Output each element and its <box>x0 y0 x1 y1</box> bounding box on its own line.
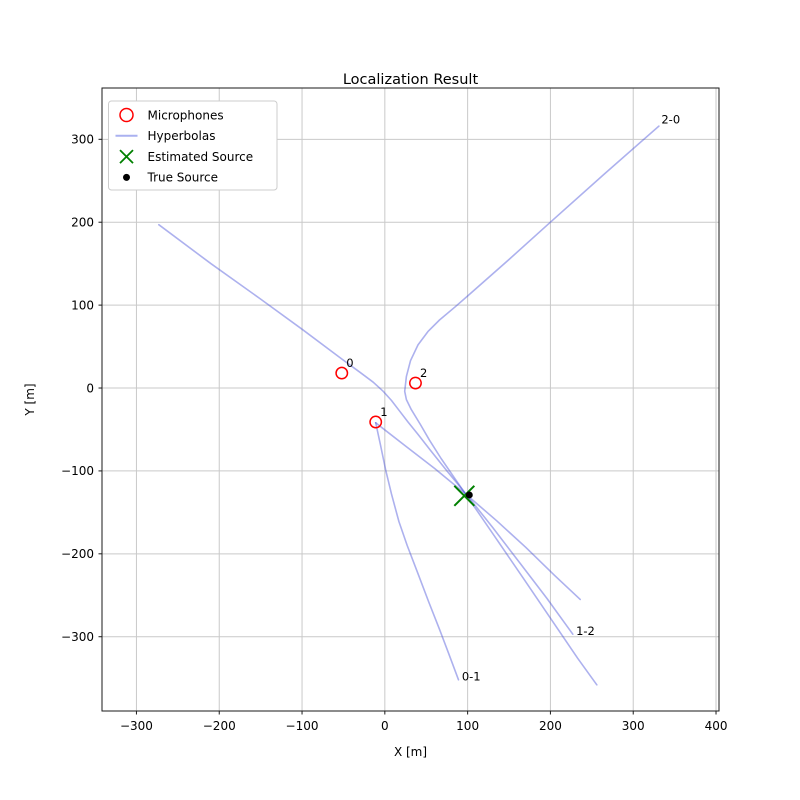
y-tick-label: 300 <box>71 133 94 147</box>
microphone-label-1: 1 <box>380 405 387 419</box>
hyperbola-label-2-0: 2-0 <box>661 113 680 127</box>
y-tick-label: −100 <box>61 464 94 478</box>
y-axis-label: Y [m] <box>23 383 37 416</box>
microphone-marker-0 <box>335 366 349 380</box>
legend-label-estimated-source: Estimated Source <box>148 150 254 164</box>
axes-base: −300 −200 −100 0 100 200 300 400−300−200−100010… <box>61 87 728 733</box>
x-tick-label: 200 <box>539 719 562 733</box>
microphone-label-0: 0 <box>346 356 353 370</box>
x-tick-label: −200 <box>203 719 236 733</box>
legend-label-true-source: True Source <box>147 171 219 185</box>
hyperbola-label-0-1: 0-1 <box>462 670 481 684</box>
y-tick-label: −300 <box>61 630 94 644</box>
estimated-source-marker <box>453 485 476 507</box>
hyperbola-0-1-branch-1 <box>374 422 581 601</box>
microphone-marker-2 <box>409 376 422 390</box>
hyperbola-curves: 2-0 1-2 0-1 <box>158 113 680 686</box>
plot-title: Localization Result <box>343 72 479 88</box>
legend-marker-estimated-source-icon <box>119 149 134 164</box>
microphone-marker-1 <box>369 415 383 429</box>
x-tick-label: 400 <box>705 719 728 733</box>
y-tick-label: 0 <box>86 381 94 395</box>
x-tick-label: −300 <box>120 719 153 733</box>
y-tick-label: 100 <box>71 298 94 312</box>
plot-background <box>102 88 719 711</box>
x-tick-label: 100 <box>456 719 479 733</box>
microphone-label-2: 2 <box>420 366 427 380</box>
hyperbola-2-0 <box>403 125 660 686</box>
hyperbola-0-1-branch-2 <box>374 422 460 681</box>
y-tick-label: −200 <box>61 547 94 561</box>
x-tick-label: 300 <box>622 719 645 733</box>
x-axis-label: X [m] <box>394 745 427 759</box>
legend-marker-true-source-icon <box>123 173 130 181</box>
legend-marker-microphones-icon <box>119 107 134 123</box>
hyperbola-label-1-2: 1-2 <box>576 624 595 638</box>
true-source-marker <box>465 491 473 499</box>
legend-box <box>108 100 278 191</box>
x-tick-label: 0 <box>381 719 389 733</box>
plot-markers: 0 1 2 <box>335 356 476 507</box>
legend-label-hyperbolas: Hyperbolas <box>148 129 216 143</box>
legend: Microphones Hyperbolas Estimated Source Tru… <box>108 100 278 191</box>
legend-label-microphones: Microphones <box>148 108 224 122</box>
y-tick-label: 200 <box>71 216 94 230</box>
hyperbola-1-2 <box>158 223 574 635</box>
axes-spines <box>101 87 720 712</box>
x-tick-label: −100 <box>286 719 319 733</box>
